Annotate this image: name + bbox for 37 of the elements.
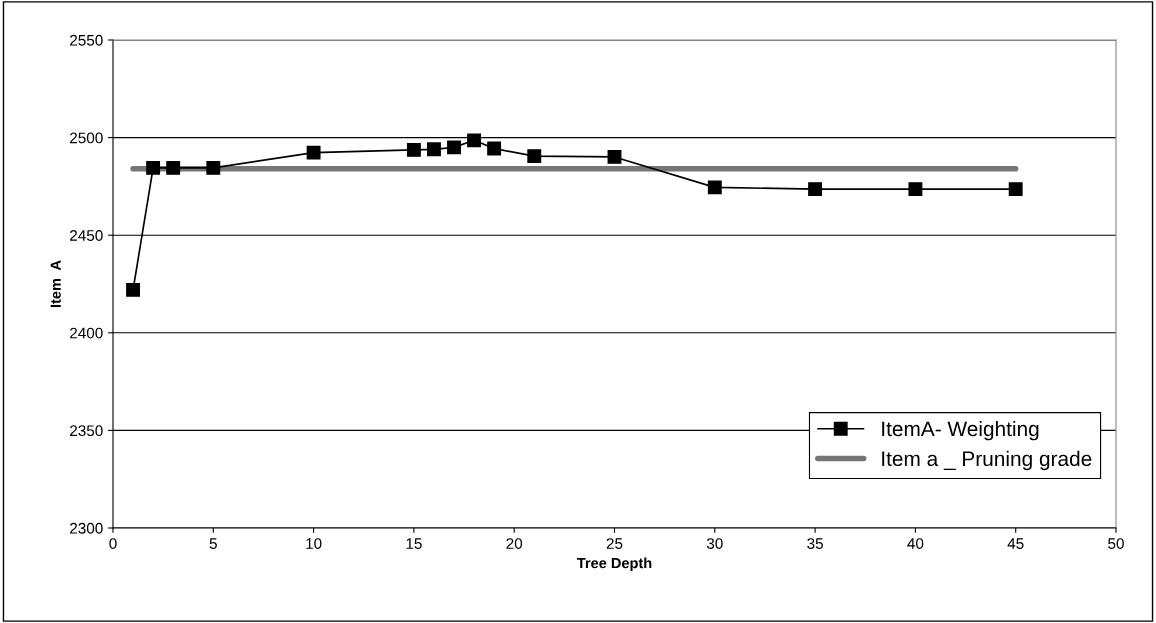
y-tick-label: 2550	[70, 34, 103, 46]
x-tick-label: 25	[606, 538, 623, 549]
y-tick-label: 2500	[70, 132, 103, 144]
point	[427, 142, 441, 157]
x-tick-label: 5	[209, 538, 217, 549]
point	[607, 149, 622, 164]
point	[527, 149, 542, 164]
y-tick-label: 2400	[70, 327, 103, 339]
x-tick-label: 20	[506, 538, 523, 549]
point	[146, 160, 161, 175]
y-tick-label: 2300	[70, 522, 103, 534]
point	[707, 180, 722, 195]
legend-label: Item a _ Pruning grade	[882, 450, 1092, 471]
x-tick-label: 10	[306, 538, 322, 549]
x-tick-label: 35	[807, 538, 823, 549]
y-tick-label: 2350	[70, 425, 103, 437]
point	[487, 141, 502, 156]
x-axis-title: Tree Depth	[576, 557, 652, 572]
point	[467, 133, 482, 148]
x-tick-label: 45	[1007, 538, 1024, 549]
point	[908, 182, 923, 197]
point	[306, 145, 321, 160]
x-tick-label: 30	[706, 538, 723, 549]
point	[808, 182, 823, 197]
point	[206, 160, 221, 175]
x-tick-label: 50	[1108, 538, 1124, 549]
point	[406, 142, 421, 157]
x-tick-label: 0	[109, 538, 117, 549]
x-tick-label: 15	[406, 538, 422, 549]
point	[126, 282, 141, 297]
legend-label: ItemA- Weighting	[882, 420, 1039, 441]
y-axis-title: Item A	[50, 260, 61, 308]
y-tick-label: 2450	[70, 230, 103, 241]
x-tick-label: 40	[907, 538, 924, 549]
point	[447, 140, 461, 155]
point	[166, 160, 181, 175]
point	[1008, 182, 1023, 197]
